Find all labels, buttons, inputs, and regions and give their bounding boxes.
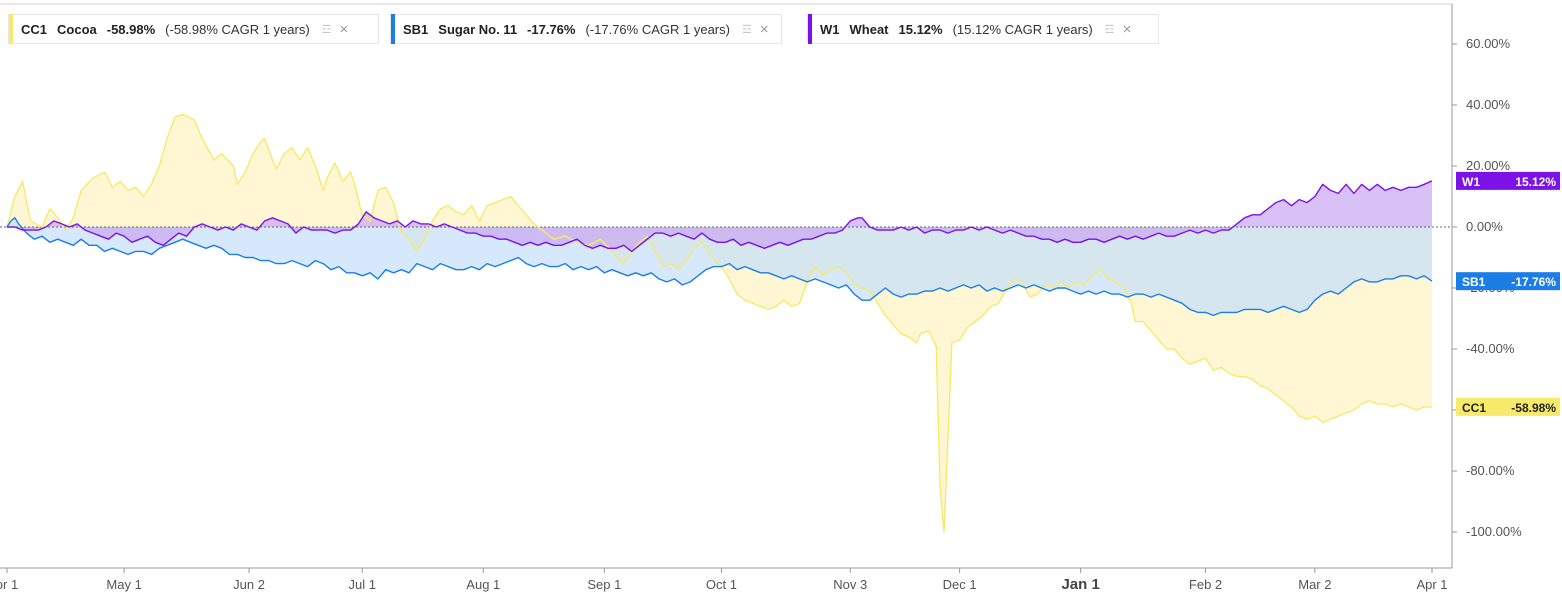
close-icon[interactable]: × xyxy=(759,20,769,38)
legend-name: Cocoa xyxy=(57,21,97,37)
legend-cagr: (-58.98% CAGR 1 years) xyxy=(165,21,310,37)
legend-color-bar xyxy=(391,14,395,44)
close-icon[interactable]: × xyxy=(1122,20,1132,38)
y-tick-label: 40.00% xyxy=(1466,97,1511,112)
x-tick-label: Nov 3 xyxy=(833,577,867,592)
legend-change: 15.12% xyxy=(898,21,943,37)
x-tick-label: Jun 2 xyxy=(233,577,265,592)
legend-item-w1[interactable]: W1 Wheat 15.12% (15.12% CAGR 1 years) ☲ × xyxy=(807,14,1159,44)
series-line-sb1[interactable] xyxy=(6,217,1433,317)
y-tick-label: 20.00% xyxy=(1466,158,1511,173)
x-tick-label: Jul 1 xyxy=(349,577,376,592)
y-tick-label: -80.00% xyxy=(1466,463,1515,478)
legend-item-cc1[interactable]: CC1 Cocoa -58.98% (-58.98% CAGR 1 years) ☲ × xyxy=(8,14,379,44)
end-label-symbol: W1 xyxy=(1462,175,1480,189)
series-line-cc1[interactable] xyxy=(6,113,1432,533)
end-label-value: -58.98% xyxy=(1511,401,1556,415)
x-tick-label: Dec 1 xyxy=(943,577,977,592)
end-label-symbol: CC1 xyxy=(1462,401,1486,415)
chart-settings-icon[interactable]: ☲ xyxy=(1104,23,1115,36)
legend-symbol: SB1 xyxy=(403,21,429,37)
y-tick-label: -40.00% xyxy=(1466,341,1515,356)
y-tick-label: -100.00% xyxy=(1466,524,1522,539)
legend-symbol: CC1 xyxy=(21,21,48,37)
legend-symbol: W1 xyxy=(820,21,840,37)
end-label-sb1 xyxy=(1456,272,1560,291)
series-line-w1[interactable] xyxy=(7,180,1433,253)
end-label-cc1 xyxy=(1456,397,1560,416)
legend-item-sb1[interactable]: SB1 Sugar No. 11 -17.76% (-17.76% CAGR 1 ye… xyxy=(390,14,782,44)
close-icon[interactable]: × xyxy=(339,20,349,38)
legend-color-bar xyxy=(808,14,812,44)
y-tick-label: 0.00% xyxy=(1466,219,1503,234)
x-tick-label: Jan 1 xyxy=(1061,576,1099,593)
legend-change: -58.98% xyxy=(106,21,156,37)
end-label-value: -17.76% xyxy=(1511,275,1556,289)
end-label-symbol: SB1 xyxy=(1462,275,1486,289)
end-label-w1 xyxy=(1456,171,1560,190)
x-tick-label: Aug 1 xyxy=(466,577,500,592)
legend-cagr: (-17.76% CAGR 1 years) xyxy=(585,21,730,37)
x-tick-label: Feb 2 xyxy=(1189,577,1222,592)
series-area-w1 xyxy=(7,180,1432,252)
chart-settings-icon[interactable]: ☲ xyxy=(321,23,332,36)
x-tick-label: Oct 1 xyxy=(706,577,737,592)
x-tick-label: Mar 2 xyxy=(1298,577,1331,592)
legend-change: -17.76% xyxy=(527,21,576,37)
chart-settings-icon[interactable]: ☲ xyxy=(741,23,752,36)
x-tick-label: May 1 xyxy=(106,577,141,592)
legend-name: Sugar No. 11 xyxy=(438,21,518,37)
end-label-value: 15.12% xyxy=(1515,175,1556,189)
y-tick-label: 60.00% xyxy=(1466,36,1511,51)
x-tick-label: Apr 1 xyxy=(1416,577,1447,592)
x-tick-label: Sep 1 xyxy=(587,577,621,592)
legend-color-bar xyxy=(9,14,13,44)
legend-name: Wheat xyxy=(849,21,889,37)
legend-cagr: (15.12% CAGR 1 years) xyxy=(952,21,1093,37)
series-area-cc1 xyxy=(7,114,1432,532)
x-tick-label: pr 1 xyxy=(0,577,18,592)
